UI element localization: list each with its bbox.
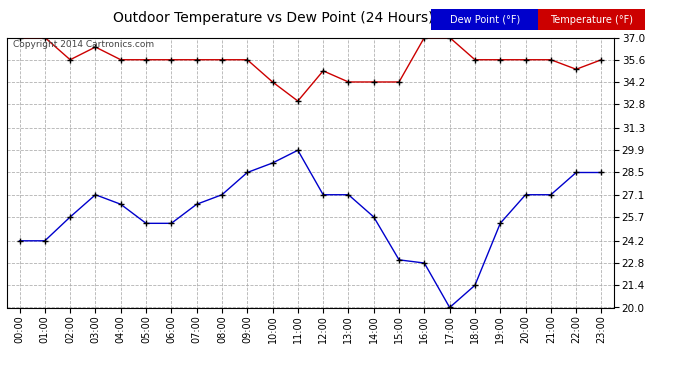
Text: Temperature (°F): Temperature (°F): [550, 15, 633, 25]
Text: Outdoor Temperature vs Dew Point (24 Hours) 20140403: Outdoor Temperature vs Dew Point (24 Hou…: [113, 11, 508, 25]
Text: Dew Point (°F): Dew Point (°F): [450, 15, 520, 25]
Text: Copyright 2014 Cartronics.com: Copyright 2014 Cartronics.com: [13, 40, 154, 49]
